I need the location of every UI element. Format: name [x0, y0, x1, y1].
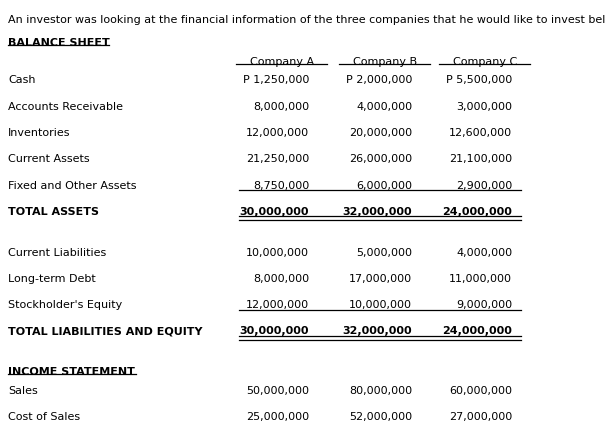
- Text: 26,000,000: 26,000,000: [349, 154, 412, 164]
- Text: 50,000,000: 50,000,000: [246, 385, 309, 396]
- Text: Cash: Cash: [8, 75, 35, 85]
- Text: Long-term Debt: Long-term Debt: [8, 274, 96, 284]
- Text: 5,000,000: 5,000,000: [356, 247, 412, 258]
- Text: An investor was looking at the financial information of the three companies that: An investor was looking at the financial…: [8, 15, 606, 25]
- Text: Stockholder's Equity: Stockholder's Equity: [8, 300, 122, 310]
- Text: 8,750,000: 8,750,000: [253, 180, 309, 191]
- Text: 24,000,000: 24,000,000: [442, 326, 512, 336]
- Text: Current Assets: Current Assets: [8, 154, 90, 164]
- Text: 21,250,000: 21,250,000: [246, 154, 309, 164]
- Text: TOTAL ASSETS: TOTAL ASSETS: [8, 207, 99, 217]
- Text: Sales: Sales: [8, 385, 38, 396]
- Text: 8,000,000: 8,000,000: [253, 274, 309, 284]
- Text: INCOME STATEMENT: INCOME STATEMENT: [8, 367, 135, 377]
- Text: Accounts Receivable: Accounts Receivable: [8, 102, 123, 112]
- Text: 4,000,000: 4,000,000: [456, 247, 512, 258]
- Text: BALANCE SHEET: BALANCE SHEET: [8, 38, 110, 48]
- Text: 12,600,000: 12,600,000: [449, 128, 512, 138]
- Text: Company A: Company A: [250, 57, 314, 67]
- Text: 12,000,000: 12,000,000: [246, 300, 309, 310]
- Text: 60,000,000: 60,000,000: [449, 385, 512, 396]
- Text: 10,000,000: 10,000,000: [246, 247, 309, 258]
- Text: 12,000,000: 12,000,000: [246, 128, 309, 138]
- Text: P 1,250,000: P 1,250,000: [242, 75, 309, 85]
- Text: 52,000,000: 52,000,000: [349, 412, 412, 422]
- Text: Inventories: Inventories: [8, 128, 70, 138]
- Text: 8,000,000: 8,000,000: [253, 102, 309, 112]
- Text: 21,100,000: 21,100,000: [449, 154, 512, 164]
- Text: 80,000,000: 80,000,000: [349, 385, 412, 396]
- Text: 6,000,000: 6,000,000: [356, 180, 412, 191]
- Text: 32,000,000: 32,000,000: [342, 326, 412, 336]
- Text: 17,000,000: 17,000,000: [349, 274, 412, 284]
- Text: 32,000,000: 32,000,000: [342, 207, 412, 217]
- Text: 30,000,000: 30,000,000: [239, 326, 309, 336]
- Text: 11,000,000: 11,000,000: [449, 274, 512, 284]
- Text: Fixed and Other Assets: Fixed and Other Assets: [8, 180, 136, 191]
- Text: P 2,000,000: P 2,000,000: [345, 75, 412, 85]
- Text: 30,000,000: 30,000,000: [239, 207, 309, 217]
- Text: Current Liabilities: Current Liabilities: [8, 247, 106, 258]
- Text: Company B: Company B: [353, 57, 417, 67]
- Text: TOTAL LIABILITIES AND EQUITY: TOTAL LIABILITIES AND EQUITY: [8, 326, 202, 336]
- Text: 2,900,000: 2,900,000: [456, 180, 512, 191]
- Text: 24,000,000: 24,000,000: [442, 207, 512, 217]
- Text: 3,000,000: 3,000,000: [456, 102, 512, 112]
- Text: P 5,500,000: P 5,500,000: [446, 75, 512, 85]
- Text: Company C: Company C: [453, 57, 517, 67]
- Text: Cost of Sales: Cost of Sales: [8, 412, 80, 422]
- Text: 10,000,000: 10,000,000: [349, 300, 412, 310]
- Text: 27,000,000: 27,000,000: [449, 412, 512, 422]
- Text: 9,000,000: 9,000,000: [456, 300, 512, 310]
- Text: 25,000,000: 25,000,000: [246, 412, 309, 422]
- Text: 20,000,000: 20,000,000: [349, 128, 412, 138]
- Text: 4,000,000: 4,000,000: [356, 102, 412, 112]
